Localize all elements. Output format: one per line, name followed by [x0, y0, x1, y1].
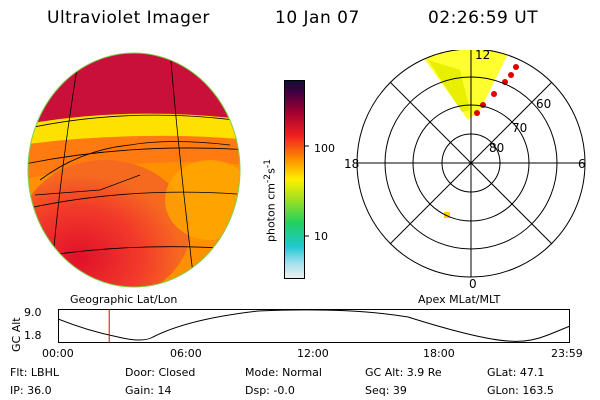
lat-label-70: 70	[512, 121, 528, 135]
altitude-plot	[58, 309, 571, 343]
auroral-points	[474, 64, 519, 116]
geographic-globe-image	[27, 52, 241, 288]
info-door: Door: Closed	[125, 366, 196, 379]
altitude-xtick-1800: 18:00	[423, 347, 455, 360]
polar-plot	[356, 50, 586, 278]
info-gc-alt: GC Alt: 3.9 Re	[365, 366, 442, 379]
geographic-label: Geographic Lat/Lon	[70, 293, 178, 306]
info-glat: GLat: 47.1	[487, 366, 545, 379]
altitude-xtick-0600: 06:00	[170, 347, 202, 360]
time-label: 02:26:59 UT	[428, 8, 539, 28]
mlt-label-6: 6	[578, 157, 586, 171]
date-label: 10 Jan 07	[275, 8, 360, 28]
info-seq: Seq: 39	[365, 384, 407, 397]
altitude-ylabel: GC Alt	[10, 317, 23, 352]
altitude-ytick-min: 1.8	[24, 329, 42, 342]
mlt-label-18: 18	[344, 157, 360, 171]
colorbar-tick-100: 100	[314, 142, 335, 155]
info-ip: IP: 36.0	[10, 384, 52, 397]
lat-label-60: 60	[536, 97, 552, 111]
altitude-xtick-2359: 23:59	[551, 347, 583, 360]
colorbar	[284, 80, 309, 279]
app-title: Ultraviolet Imager	[47, 8, 210, 28]
apex-label: Apex MLat/MLT	[418, 293, 501, 306]
altitude-xtick-0000: 00:00	[42, 347, 74, 360]
info-gain: Gain: 14	[125, 384, 172, 397]
info-dsp: Dsp: -0.0	[245, 384, 295, 397]
altitude-xtick-1200: 12:00	[297, 347, 329, 360]
altitude-ytick-max: 9.0	[24, 306, 42, 319]
lat-label-80: 80	[489, 141, 505, 155]
mlt-label-12: 12	[475, 48, 491, 62]
info-mode: Mode: Normal	[245, 366, 322, 379]
mlt-label-0: 0	[469, 277, 477, 291]
colorbar-unit-label: photon cm-2s-1	[262, 159, 278, 242]
info-glon: GLon: 163.5	[487, 384, 554, 397]
info-filter: Flt: LBHL	[10, 366, 59, 379]
colorbar-tick-10: 10	[314, 230, 328, 243]
